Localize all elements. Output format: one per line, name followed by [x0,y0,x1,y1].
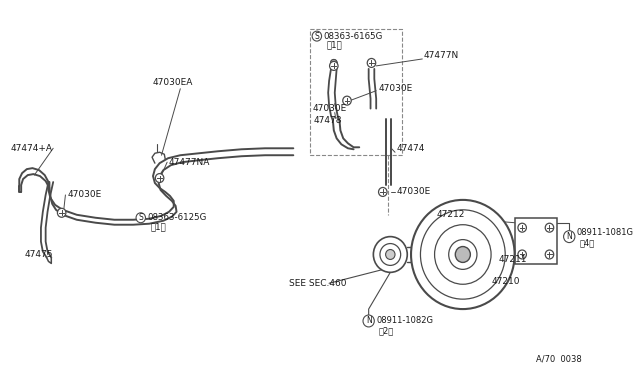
Text: 47478: 47478 [314,116,342,125]
Text: 47030E: 47030E [67,190,102,199]
Text: 47477N: 47477N [423,51,458,61]
Circle shape [373,237,407,272]
Circle shape [330,61,338,70]
Text: 47030E: 47030E [378,84,412,93]
Circle shape [367,58,376,67]
Text: 47475: 47475 [25,250,53,259]
Text: 47030E: 47030E [312,104,346,113]
Circle shape [380,244,401,265]
Text: 08363-6125G: 08363-6125G [147,213,207,222]
Circle shape [518,250,526,259]
Text: 08911-1081G: 08911-1081G [577,228,634,237]
Text: 08363-6165G: 08363-6165G [323,32,383,41]
Circle shape [343,96,351,105]
Bar [515,218,557,264]
Circle shape [420,210,505,299]
Text: 47474: 47474 [397,144,426,153]
Circle shape [363,315,374,327]
Circle shape [455,247,470,262]
Circle shape [518,223,526,232]
Text: N: N [566,232,572,241]
Text: （2）: （2） [379,326,394,336]
Text: 47030EA: 47030EA [152,78,193,87]
Text: S: S [314,32,319,41]
Text: SEE SEC.460: SEE SEC.460 [289,279,346,288]
Circle shape [449,240,477,269]
Text: （1）: （1） [326,41,342,49]
Circle shape [545,250,554,259]
Circle shape [564,231,575,243]
Circle shape [378,187,387,196]
Text: S: S [138,213,143,222]
Text: （4）: （4） [580,238,595,247]
Circle shape [411,200,515,309]
Text: 47211: 47211 [499,255,527,264]
Text: A/70  0038: A/70 0038 [536,354,582,363]
Text: 47210: 47210 [491,277,520,286]
Circle shape [330,60,337,66]
Text: 08911-1082G: 08911-1082G [376,317,433,326]
Circle shape [330,60,337,66]
Circle shape [435,225,491,284]
Circle shape [156,174,164,183]
Circle shape [545,223,554,232]
Circle shape [136,213,145,223]
Text: 47212: 47212 [436,210,465,219]
Text: （1）: （1） [150,222,166,231]
Circle shape [312,31,321,41]
Text: N: N [366,317,372,326]
Text: 47474+A: 47474+A [11,144,53,153]
Text: 47030E: 47030E [397,187,431,196]
Circle shape [58,208,66,217]
Circle shape [386,250,395,259]
Text: 47477NA: 47477NA [169,158,211,167]
